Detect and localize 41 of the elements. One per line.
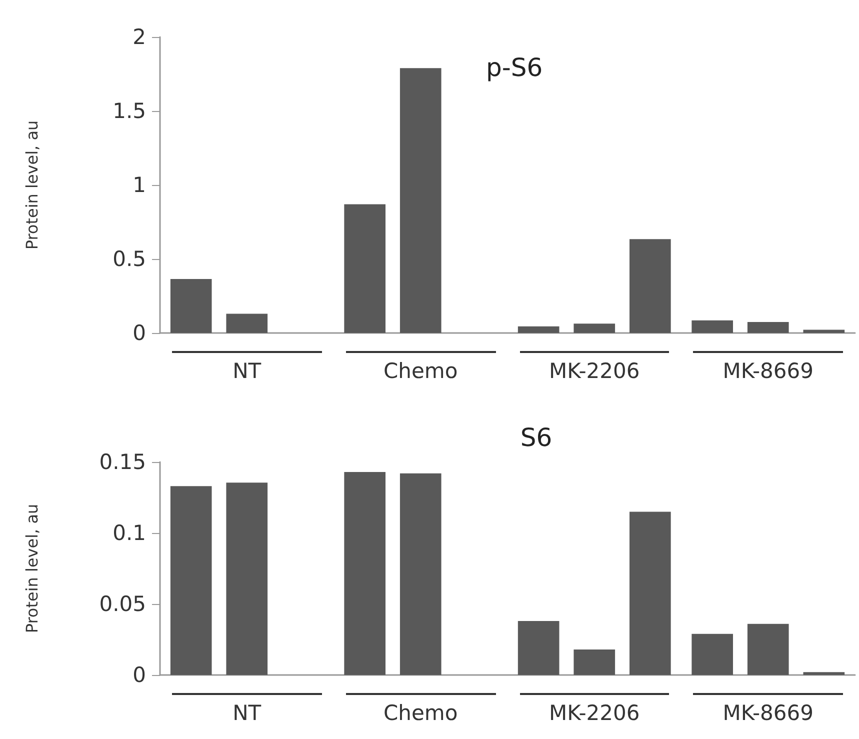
y-tick-label: 0.1 xyxy=(112,521,146,545)
bar xyxy=(518,326,560,333)
bar xyxy=(518,621,560,675)
chart-title: S6 xyxy=(520,423,552,452)
bar xyxy=(226,314,268,333)
y-axis-title: Protein level, au xyxy=(22,120,42,250)
x-tick-label: MK-2206 xyxy=(520,693,670,725)
x-tick-label: MK-8669 xyxy=(693,693,843,725)
x-tick-label: MK-2206 xyxy=(520,351,670,383)
y-tick-label: 0.05 xyxy=(99,592,146,616)
x-tick-label: NT xyxy=(172,693,322,725)
y-tick-label: 0 xyxy=(132,663,146,687)
bar xyxy=(344,204,386,333)
bar xyxy=(170,278,212,333)
bar xyxy=(344,472,386,675)
y-axis-title: Protein level, au xyxy=(22,504,42,634)
bar xyxy=(803,672,845,675)
bar xyxy=(803,330,845,333)
y-tick-label: 0 xyxy=(132,321,146,345)
x-tick-label: Chemo xyxy=(346,693,496,725)
bar xyxy=(170,486,212,675)
bar xyxy=(574,324,616,333)
bar xyxy=(400,473,442,675)
text: p-S6 xyxy=(486,53,543,82)
bar xyxy=(747,624,789,675)
x-tick-label: NT xyxy=(172,351,322,383)
y-tick-label: 1.5 xyxy=(112,99,146,123)
y-tick-label: 0.5 xyxy=(112,247,146,271)
bar xyxy=(630,239,671,333)
y-tick-label: 2 xyxy=(132,25,146,49)
bar xyxy=(692,320,733,333)
bar xyxy=(400,68,442,333)
x-tick-label: MK-8669 xyxy=(693,351,843,383)
bar xyxy=(226,482,268,675)
bar xyxy=(574,649,616,675)
bar xyxy=(692,634,733,675)
bar xyxy=(630,512,671,675)
y-tick-label: 1 xyxy=(132,173,146,197)
x-tick-label: Chemo xyxy=(346,351,496,383)
bar xyxy=(747,322,789,333)
y-tick-label: 0.15 xyxy=(99,450,146,474)
